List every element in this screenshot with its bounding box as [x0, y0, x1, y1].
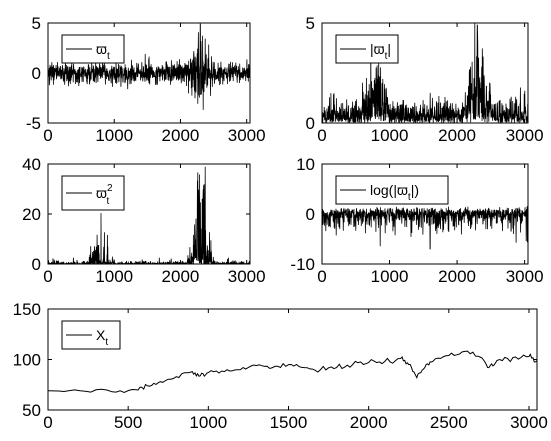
plot-abs-varpi-series-line: [322, 23, 528, 123]
plot-log-abs-varpi-ytick-label: 10: [296, 155, 315, 174]
plot-x-xtick-label: 3000: [510, 413, 548, 432]
plot-x-legend-label: Xt: [96, 327, 108, 348]
plot-log-abs-varpi-xtick-label: 3000: [506, 267, 544, 286]
plot-x-series-line: [48, 350, 537, 394]
plot-log-abs-varpi-xtick-label: 0: [317, 267, 326, 286]
plot-varpi-squared: 0 1000 2000 3000 0 20 40 ϖ2 t: [22, 155, 266, 286]
plot-log-abs-varpi-legend: log(|ϖt|): [335, 175, 449, 205]
plot-varpi-xtick-label: 1000: [95, 126, 133, 145]
plot-x: 0 500 1000 1500 2000 2500 3000 50 100 150 Xt: [13, 300, 548, 432]
plot-varpi-squared-legend-label: ϖ2 t: [96, 183, 113, 207]
plot-abs-varpi-ytick-label: 0: [306, 114, 315, 133]
plot-abs-varpi-legend-label: |ϖt|: [370, 41, 391, 62]
plot-varpi-series-line: [48, 23, 250, 110]
plot-varpi-squared-xtick-label: 3000: [228, 267, 266, 286]
plot-varpi-squared-legend: ϖ2 t: [61, 175, 125, 211]
plot-varpi-xtick-label: 2000: [162, 126, 200, 145]
plot-varpi-xtick-label: 0: [43, 126, 52, 145]
plot-x-xtick-label: 1500: [270, 413, 308, 432]
plot-varpi-ytick-label: -5: [26, 114, 41, 133]
plot-x-legend: Xt: [61, 320, 121, 350]
plot-log-abs-varpi-xtick-label: 1000: [371, 267, 409, 286]
plot-varpi-xtick-label: 3000: [228, 126, 266, 145]
plot-varpi-squared-xtick-label: 0: [43, 267, 52, 286]
plot-varpi-squared-ytick-label: 40: [22, 155, 41, 174]
plot-x-ytick-label: 50: [22, 401, 41, 420]
plot-abs-varpi-xtick-label: 1000: [371, 126, 409, 145]
plot-varpi-ytick-label: 5: [32, 14, 41, 33]
plot-varpi-squared-ytick-label: 20: [22, 205, 41, 224]
plot-log-abs-varpi-xtick-label: 2000: [438, 267, 476, 286]
plot-abs-varpi-xtick-label: 3000: [506, 126, 544, 145]
plot-x-ytick-label: 100: [13, 351, 41, 370]
plot-x-xtick-label: 500: [114, 413, 142, 432]
plot-abs-varpi: 0 1000 2000 3000 0 5 |ϖt|: [306, 14, 544, 145]
plot-varpi-squared-xtick-label: 2000: [162, 267, 200, 286]
plot-log-abs-varpi-ytick-label: -10: [290, 255, 315, 274]
plot-abs-varpi-axes-box: [321, 22, 529, 124]
plot-x-xtick-label: 2000: [350, 413, 388, 432]
plot-x-ytick-label: 150: [13, 300, 41, 319]
plot-varpi-legend-label: ϖt: [96, 41, 110, 62]
plot-varpi-legend: ϖt: [61, 34, 125, 64]
plot-x-xtick-label: 2500: [430, 413, 468, 432]
plot-x-axes-box: [47, 308, 538, 411]
plot-abs-varpi-legend: |ϖt|: [335, 34, 399, 64]
plot-varpi-squared-xtick-label: 1000: [95, 267, 133, 286]
plot-log-abs-varpi-ytick-label: 0: [306, 205, 315, 224]
plot-abs-varpi-xtick-label: 0: [317, 126, 326, 145]
plot-log-abs-varpi-legend-label: log(|ϖt|): [370, 182, 419, 203]
plot-varpi-ytick-label: 0: [32, 64, 41, 83]
plot-abs-varpi-ytick-label: 5: [306, 14, 315, 33]
plot-varpi-squared-ytick-label: 0: [32, 255, 41, 274]
plot-log-abs-varpi-series-line: [322, 206, 528, 250]
plot-x-xtick-label: 1000: [189, 413, 227, 432]
plot-abs-varpi-xtick-label: 2000: [438, 126, 476, 145]
plot-x-xtick-label: 0: [43, 413, 52, 432]
